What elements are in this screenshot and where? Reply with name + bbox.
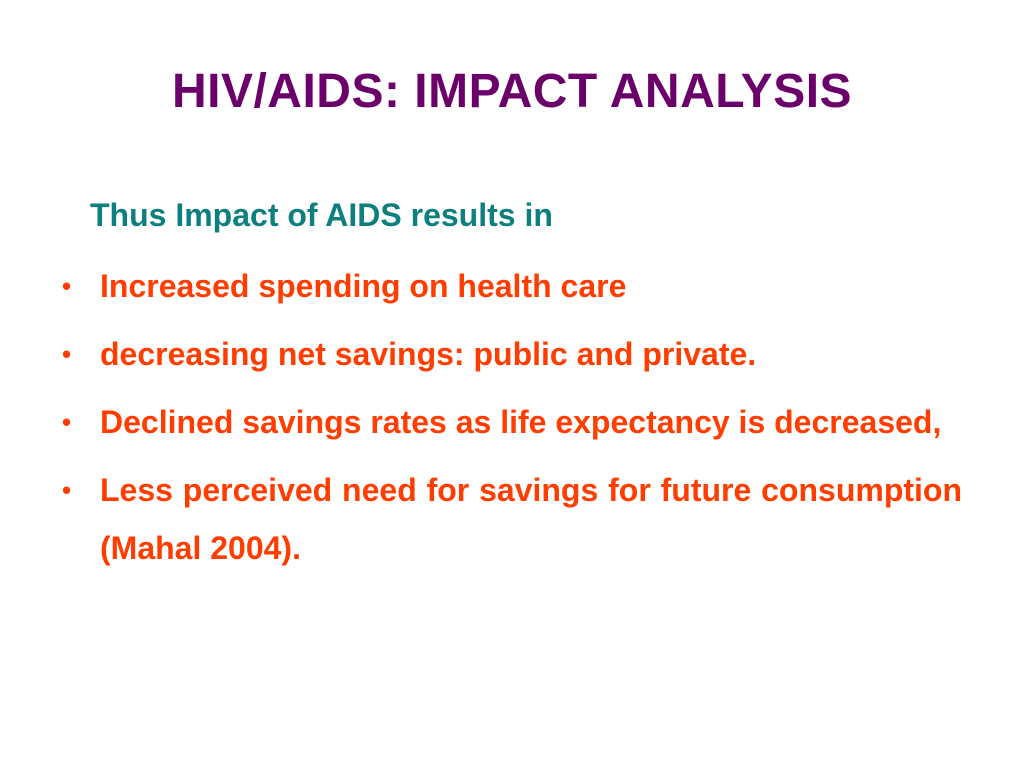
- bullet-icon: •: [62, 271, 72, 301]
- bullet-list: • Increased spending on health care • de…: [56, 257, 962, 577]
- bullet-text: decreasing net savings: public and priva…: [100, 336, 757, 372]
- bullet-icon: •: [62, 407, 72, 437]
- bullet-icon: •: [62, 339, 72, 369]
- bullet-icon: •: [62, 475, 72, 505]
- bullet-item-future-consumption: • Less perceived need for savings for fu…: [56, 461, 962, 577]
- slide-title: HIV/AIDS: IMPACT ANALYSIS: [171, 65, 853, 118]
- bullet-text: Declined savings rates as life expectanc…: [100, 404, 942, 440]
- bullet-text: Less perceived need for savings for futu…: [100, 472, 962, 566]
- bullet-item-health-spending: • Increased spending on health care: [56, 257, 962, 315]
- bullet-item-net-savings: • decreasing net savings: public and pri…: [56, 325, 962, 383]
- intro-text: Thus Impact of AIDS results in: [90, 197, 553, 233]
- bullet-item-savings-rates: • Declined savings rates as life expecta…: [56, 393, 962, 451]
- bullet-text: Increased spending on health care: [100, 268, 627, 304]
